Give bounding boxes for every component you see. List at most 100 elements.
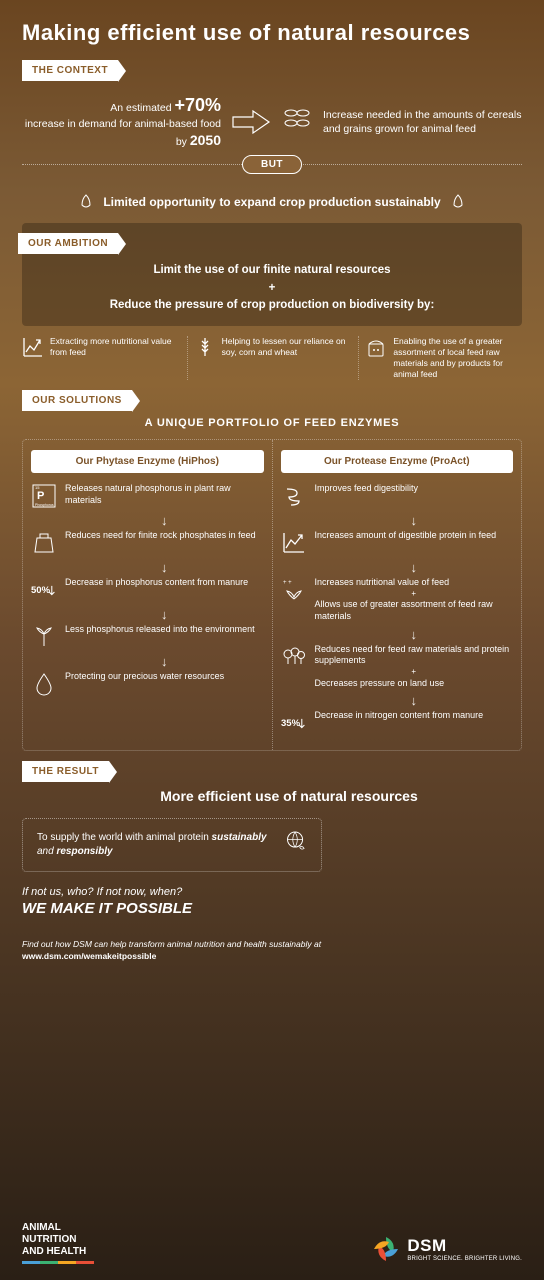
enzyme-columns: Our Phytase Enzyme (HiPhos) P15 Phosphoru… <box>22 439 522 751</box>
feed-bag-icon <box>365 336 387 358</box>
left-step-3: Less phosphorus released into the enviro… <box>31 624 264 650</box>
supply-and: and <box>37 846 56 857</box>
bullet-1: Helping to lessen our reliance on soy, c… <box>187 336 351 380</box>
context-row: An estimated +70% increase in demand for… <box>22 93 522 150</box>
corn-icon-left <box>77 193 95 211</box>
right-step-0: Improves feed digestibility <box>281 483 514 509</box>
left-step-4-text: Protecting our precious water resources <box>65 671 224 683</box>
intestine-icon <box>281 483 307 509</box>
supply-text: To supply the world with animal protein … <box>37 831 269 859</box>
right-step-2: + + Increases nutritional value of feed … <box>281 577 514 622</box>
down-arrow-icon: ↓ <box>281 560 514 575</box>
pct35-icon: 35% <box>281 710 307 736</box>
bag-icon <box>31 530 57 556</box>
wheat-icon <box>194 336 216 358</box>
portfolio-title: A UNIQUE PORTFOLIO OF FEED ENZYMES <box>22 417 522 429</box>
svg-text:50%: 50% <box>31 585 51 596</box>
r2-plus: + <box>315 589 514 599</box>
left-step-0: P15 Phosphorus Releases natural phosphoru… <box>31 483 264 509</box>
left-step-4: Protecting our precious water resources <box>31 671 264 697</box>
r3-plus: + <box>315 667 514 677</box>
but-divider: BUT <box>22 164 522 185</box>
footer-pre: Find out how DSM can help transform anim… <box>22 939 321 949</box>
result-tag: THE RESULT <box>22 761 109 782</box>
right-step-0-text: Improves feed digestibility <box>315 483 419 495</box>
ambition-box: OUR AMBITION Limit the use of our finite… <box>22 223 522 326</box>
trees-icon <box>281 644 307 670</box>
r3-a: Reduces need for feed raw materials and … <box>315 644 514 667</box>
infographic-container: Making efficient use of natural resource… <box>0 0 544 1006</box>
slogan-big: WE MAKE IT POSSIBLE <box>22 900 522 917</box>
down-arrow-icon: ↓ <box>31 654 264 669</box>
context-stat: +70% <box>174 95 221 115</box>
left-step-2: 50% Decrease in phosphorus content from … <box>31 577 264 603</box>
ambition-line2: Reduce the pressure of crop production o… <box>36 297 508 314</box>
main-title: Making efficient use of natural resource… <box>22 20 522 46</box>
enzyme-left-header: Our Phytase Enzyme (HiPhos) <box>31 450 264 473</box>
seedling-icon <box>31 624 57 650</box>
r2-b: Allows use of greater assortment of feed… <box>315 599 514 622</box>
svg-text:P: P <box>37 490 44 502</box>
but-badge: BUT <box>242 155 302 174</box>
anh-l1: ANIMAL <box>22 1222 94 1234</box>
down-arrow-icon: ↓ <box>31 513 264 528</box>
supply-box: To supply the world with animal protein … <box>22 818 322 872</box>
context-tag: THE CONTEXT <box>22 60 118 81</box>
ambition-text: Limit the use of our finite natural reso… <box>36 262 508 314</box>
slogan-question: If not us, who? If not now, when? <box>22 886 522 898</box>
right-step-3-text: Reduces need for feed raw materials and … <box>315 644 514 689</box>
left-step-2-text: Decrease in phosphorus content from manu… <box>65 577 248 589</box>
context-left: An estimated +70% increase in demand for… <box>22 93 221 150</box>
corn-icon-right <box>449 193 467 211</box>
bullet-0: Extracting more nutritional value from f… <box>22 336 179 380</box>
bullet-2: Enabling the use of a greater assortment… <box>358 336 522 380</box>
limited-text: Limited opportunity to expand crop produ… <box>103 195 440 209</box>
left-step-3-text: Less phosphorus released into the enviro… <box>65 624 255 636</box>
context-right: Increase needed in the amounts of cereal… <box>323 108 522 136</box>
bottom-row: ANIMAL NUTRITION AND HEALTH DSM BRIGHT S… <box>22 1222 522 1264</box>
arrow-right-icon <box>231 109 271 135</box>
ambition-line1: Limit the use of our finite natural reso… <box>36 262 508 279</box>
dsm-tagline: BRIGHT SCIENCE. BRIGHTER LIVING. <box>407 1256 522 1262</box>
left-step-1: Reduces need for finite rock phosphates … <box>31 530 264 556</box>
left-step-0-text: Releases natural phosphorus in plant raw… <box>65 483 264 506</box>
anh-logo: ANIMAL NUTRITION AND HEALTH <box>22 1222 94 1264</box>
down-arrow-icon: ↓ <box>281 693 514 708</box>
right-step-1-text: Increases amount of digestible protein i… <box>315 530 497 542</box>
down-arrow-icon: ↓ <box>31 607 264 622</box>
svg-text:+ +: + + <box>283 580 292 586</box>
dsm-logo: DSM BRIGHT SCIENCE. BRIGHTER LIVING. <box>371 1234 522 1264</box>
right-step-3: Reduces need for feed raw materials and … <box>281 644 514 689</box>
right-step-4-text: Decrease in nitrogen content from manure <box>315 710 484 722</box>
left-step-1-text: Reduces need for finite rock phosphates … <box>65 530 256 542</box>
supply-s1: sustainably <box>212 832 267 843</box>
globe-leaf-icon <box>283 829 307 861</box>
r3-b: Decreases pressure on land use <box>315 678 514 690</box>
down-arrow-icon: ↓ <box>281 627 514 642</box>
droplet-icon <box>31 671 57 697</box>
ambition-tag: OUR AMBITION <box>18 233 118 254</box>
enzyme-left: Our Phytase Enzyme (HiPhos) P15 Phosphoru… <box>23 440 273 750</box>
ambition-plus: + <box>36 280 508 297</box>
supply-s2: responsibly <box>56 846 112 857</box>
dsm-name: DSM <box>407 1236 522 1256</box>
result-title: More efficient use of natural resources <box>56 788 522 804</box>
sprout-icon: + + <box>281 577 307 603</box>
right-step-4: 35% Decrease in nitrogen content from ma… <box>281 710 514 736</box>
chart-up-icon <box>22 336 44 358</box>
svg-text:15: 15 <box>35 485 40 490</box>
enzyme-right-header: Our Protease Enzyme (ProAct) <box>281 450 514 473</box>
svg-text:Phosphorus: Phosphorus <box>35 503 54 507</box>
solutions-tag: OUR SOLUTIONS <box>22 390 132 411</box>
pct50-icon: 50% <box>31 577 57 603</box>
bullets-row: Extracting more nutritional value from f… <box>22 336 522 380</box>
footer-text: Find out how DSM can help transform anim… <box>22 939 522 962</box>
limited-row: Limited opportunity to expand crop produ… <box>22 193 522 211</box>
svg-text:35%: 35% <box>281 718 301 729</box>
footer-url: www.dsm.com/wemakeitpossible <box>22 951 156 961</box>
context-year: 2050 <box>190 132 221 148</box>
dsm-swirl-icon <box>371 1234 401 1264</box>
supply-pre: To supply the world with animal protein <box>37 832 212 843</box>
right-step-2-text: Increases nutritional value of feed + Al… <box>315 577 514 622</box>
down-arrow-icon: ↓ <box>281 513 514 528</box>
